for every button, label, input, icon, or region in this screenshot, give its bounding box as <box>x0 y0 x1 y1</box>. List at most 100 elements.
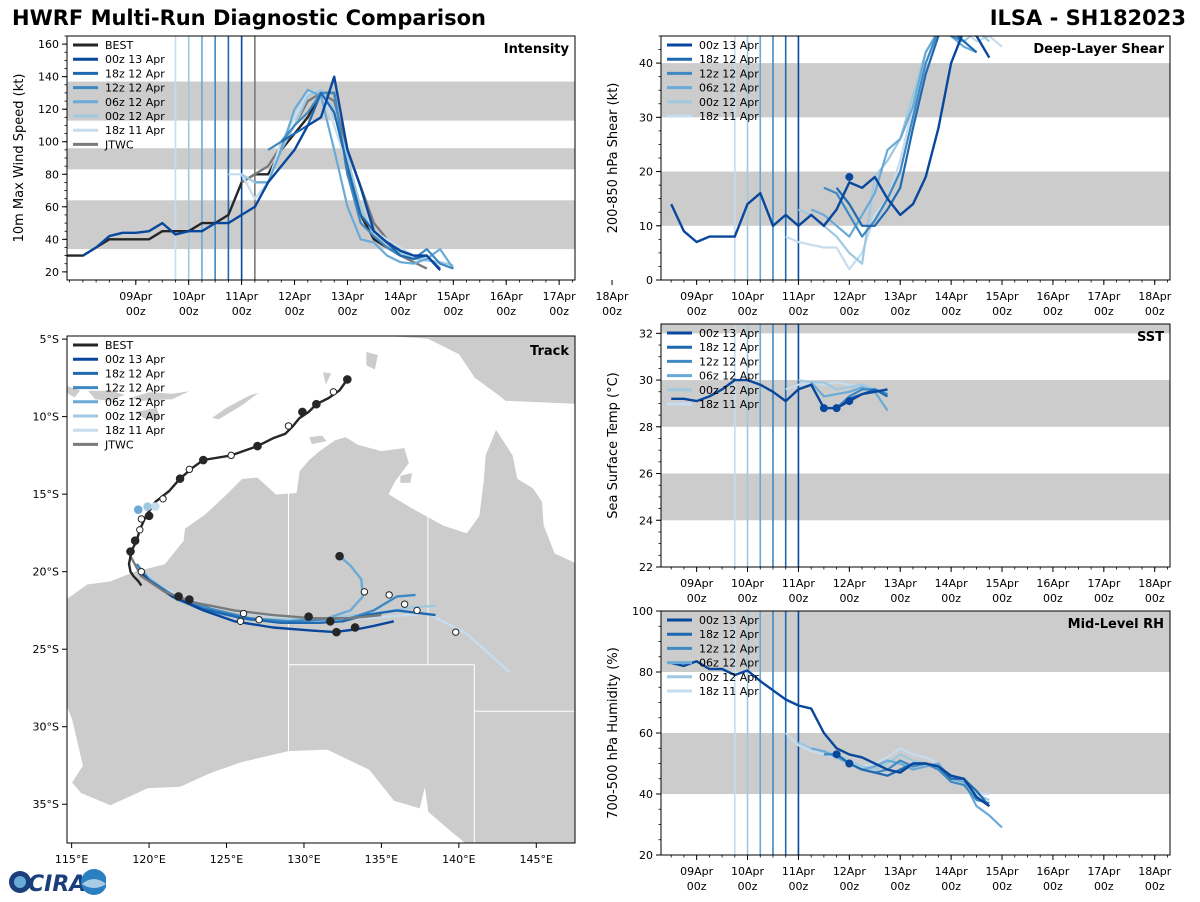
track-marker <box>236 617 245 625</box>
y-tick-label: 22 <box>639 561 653 574</box>
x-tick-hour: 00z <box>992 592 1012 605</box>
lon-tick-label: 120°E <box>132 853 165 866</box>
x-tick-label: 11Apr <box>225 290 259 303</box>
x-tick-hour: 00z <box>839 592 859 605</box>
sumbawa-island <box>86 389 128 402</box>
track-marker <box>239 609 248 618</box>
track-marker <box>175 474 185 483</box>
x-tick-hour: 00z <box>687 880 707 893</box>
track-marker <box>304 612 313 621</box>
track-marker <box>150 502 160 511</box>
lat-tick-label: 35°S <box>33 798 59 811</box>
legend-label: 18z 11 Apr <box>105 424 165 437</box>
track-marker <box>332 627 341 637</box>
y-tick-label: 40 <box>45 233 59 246</box>
track-marker <box>400 600 409 608</box>
x-tick-label: 16Apr <box>1036 577 1070 590</box>
data-marker <box>832 404 841 413</box>
track-line-jtwc <box>129 555 382 620</box>
data-marker <box>832 750 841 759</box>
track-marker <box>133 505 143 514</box>
legend-label: 18z 11 Apr <box>699 685 759 698</box>
track-line-best <box>127 378 349 587</box>
y-tick-label: 100 <box>38 136 59 149</box>
x-tick-label: 10Apr <box>731 290 765 303</box>
legend-label: 12z 12 Apr <box>699 642 759 655</box>
y-tick-label: 10 <box>639 220 653 233</box>
x-tick-hour: 00z <box>338 305 358 318</box>
x-tick-hour: 00z <box>1145 305 1165 318</box>
x-tick-label: 18Apr <box>596 290 630 303</box>
track-marker <box>253 441 262 451</box>
x-tick-hour: 00z <box>1094 880 1114 893</box>
flores-island <box>127 389 193 402</box>
cira-logo-icon: CIRA <box>9 869 107 897</box>
x-tick-label: 17Apr <box>1087 577 1121 590</box>
track-marker <box>360 588 369 596</box>
y-tick-label: 30 <box>639 374 653 387</box>
y-tick-label: 0 <box>646 274 653 287</box>
x-tick-label: 10Apr <box>172 290 206 303</box>
y-tick-label: 120 <box>38 103 59 116</box>
track-marker <box>136 526 144 534</box>
plot-frame <box>66 335 576 844</box>
y-tick-label: 80 <box>45 168 59 181</box>
x-tick-hour: 00z <box>789 880 809 893</box>
x-tick-hour: 00z <box>890 880 910 893</box>
x-tick-hour: 00z <box>1043 305 1063 318</box>
legend-label: 00z 12 Apr <box>105 410 165 423</box>
legend-label: 18z 11 Apr <box>699 110 759 123</box>
series-line-18z-11-apr <box>785 36 1003 271</box>
track-panel: 115°E 120°E 125°E 130°E 135°E 140°E 145°E 5°S 10… <box>33 333 576 866</box>
track-marker <box>185 465 194 474</box>
x-tick-hour: 00z <box>738 592 758 605</box>
series-line-18z-11-apr <box>228 88 441 265</box>
track-marker <box>198 455 208 465</box>
shaded-band <box>661 611 1170 672</box>
legend-label: 12z 12 Apr <box>699 67 759 80</box>
shaded-band <box>661 324 1170 334</box>
lat-tick-label: 30°S <box>33 721 59 734</box>
legend-label: 00z 12 Apr <box>699 671 759 684</box>
track-marker <box>255 616 263 624</box>
data-marker <box>845 759 854 768</box>
lat-tick-label: 5°S <box>40 333 59 346</box>
x-tick-label: 11Apr <box>782 290 816 303</box>
track-marker <box>312 399 321 409</box>
legend-label: 00z 13 Apr <box>105 53 165 66</box>
x-tick-hour: 00z <box>443 305 463 318</box>
lon-tick-label: 140°E <box>442 853 475 866</box>
legend-label: BEST <box>105 339 133 352</box>
y-tick-label: 160 <box>38 38 59 51</box>
legend-label: 18z 11 Apr <box>105 124 165 137</box>
track-marker <box>343 375 352 384</box>
y-tick-label: 20 <box>45 266 59 279</box>
track-marker <box>227 451 235 460</box>
track-marker <box>137 567 146 576</box>
lon-tick-label: 125°E <box>210 853 243 866</box>
legend-label: 18z 12 Apr <box>105 67 165 80</box>
lat-tick-label: 20°S <box>33 566 59 579</box>
rh-panel: 20 40 60 80 100 09Apr 00z 10Apr 00z 11Apr 00z 12Apr… <box>606 605 1172 893</box>
track-marker <box>144 511 154 521</box>
legend-label: 06z 12 Apr <box>699 657 759 670</box>
x-tick-label: 09Apr <box>680 290 714 303</box>
x-tick-label: 15Apr <box>986 577 1020 590</box>
shaded-band <box>67 148 575 170</box>
legend-label: 00z 12 Apr <box>699 96 759 109</box>
storm-title: ILSA - SH182023 <box>989 6 1186 30</box>
y-tick-label: 24 <box>639 514 653 527</box>
legend-label: 00z 12 Apr <box>699 384 759 397</box>
y-tick-label: 100 <box>632 605 653 618</box>
intensity-panel: 20 40 60 80 100 120 140 160 09Apr 00z 10Apr 00z 11Ap… <box>12 35 630 318</box>
y-tick-label: 140 <box>38 71 59 84</box>
x-tick-hour: 00z <box>1094 592 1114 605</box>
logo-text: CIRA <box>28 872 86 897</box>
cira-logo: CIRA <box>6 866 107 898</box>
lon-tick-label: 130°E <box>287 853 320 866</box>
y-tick-label: 30 <box>639 111 653 124</box>
x-tick-label: 17Apr <box>1087 865 1121 878</box>
x-tick-label: 18Apr <box>1138 290 1172 303</box>
track-map-area <box>67 336 575 843</box>
